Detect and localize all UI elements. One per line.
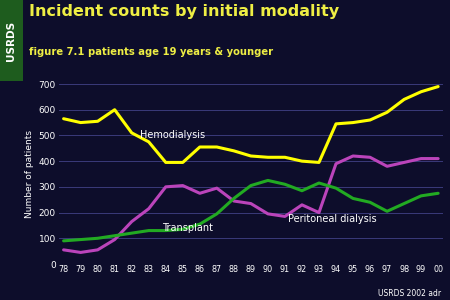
Text: Hemodialysis: Hemodialysis [140, 130, 205, 140]
Text: Peritoneal dialysis: Peritoneal dialysis [288, 214, 377, 224]
Text: USRDS: USRDS [6, 20, 16, 61]
Text: figure 7.1 patients age 19 years & younger: figure 7.1 patients age 19 years & young… [29, 47, 273, 57]
Text: Incident counts by initial modality: Incident counts by initial modality [29, 4, 339, 19]
Text: USRDS 2002 adr: USRDS 2002 adr [378, 290, 441, 298]
Y-axis label: Number of patients: Number of patients [25, 130, 34, 218]
Text: Transplant: Transplant [162, 223, 213, 232]
